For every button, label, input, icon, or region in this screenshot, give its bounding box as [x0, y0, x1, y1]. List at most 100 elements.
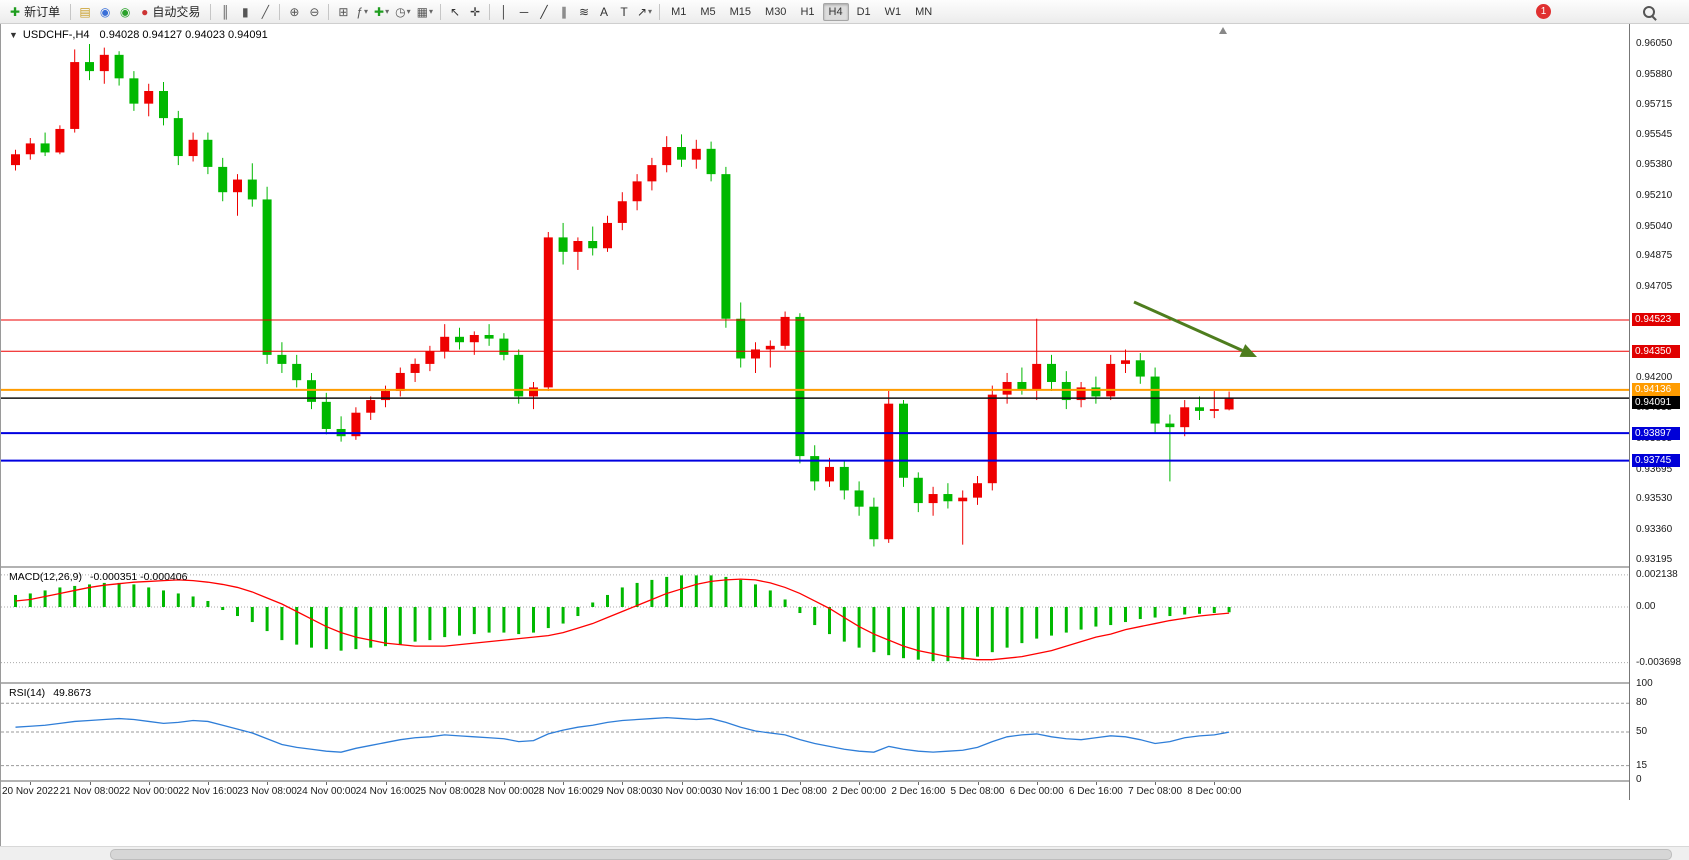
timeframe-button-m30[interactable]: M30	[765, 5, 787, 18]
cursor-icon[interactable]: ↖	[449, 4, 461, 19]
price-badge: 0.94136	[1632, 383, 1680, 397]
symbol-period-label: USDCHF-,H4	[22, 29, 90, 41]
rsi-axis-label: 0	[1636, 774, 1642, 785]
signals-icon[interactable]: ◉	[119, 4, 131, 19]
time-axis-tick	[859, 782, 861, 785]
timeframe-button-mn[interactable]: MN	[915, 5, 933, 18]
text-icon[interactable]: A	[599, 4, 608, 19]
time-axis-tick	[1095, 782, 1097, 785]
arrow-object[interactable]	[1133, 300, 1257, 357]
time-axis-label: 30 Nov 16:00	[710, 786, 771, 797]
bar-chart-icon[interactable]: ║	[221, 4, 230, 19]
new-order-button[interactable]: ✚ 新订单	[4, 1, 66, 23]
zoom-out-icon[interactable]: ⊖	[309, 4, 320, 19]
time-axis-label: 20 Nov 2022	[1, 786, 59, 797]
crosshair-icon[interactable]: ✛	[469, 4, 481, 19]
notification-badge[interactable]: 1	[1536, 4, 1551, 19]
horizontal-line-icon[interactable]: ─	[519, 4, 529, 19]
price-axis-label: 0.95880	[1636, 68, 1673, 80]
timeframe-button-h4[interactable]: H4	[822, 2, 849, 21]
rsi-axis-label: 50	[1636, 726, 1648, 737]
time-axis-tick	[1155, 782, 1157, 785]
new-order-icon: ✚	[10, 4, 21, 19]
channel-icon[interactable]: ∥	[560, 4, 567, 19]
price-axis-label: 0.94705	[1636, 281, 1673, 293]
chevron-down-icon[interactable]: ▾	[428, 7, 433, 16]
search-icon[interactable]	[1643, 5, 1655, 18]
trendline-icon[interactable]: ╱	[540, 4, 548, 19]
vertical-line-icon[interactable]: │	[500, 4, 508, 19]
chevron-down-icon[interactable]: ▾	[406, 7, 411, 16]
price-axis-label: 0.93530	[1636, 493, 1673, 505]
price-chart-panel: ▼ USDCHF-,H4 0.94028 0.94127 0.94023 0.940…	[1, 24, 1629, 566]
rsi-axis-label: 100	[1636, 678, 1653, 689]
scrollbar-thumb[interactable]	[110, 849, 1672, 860]
chevron-down-icon[interactable]: ▾	[648, 7, 653, 16]
time-axis-tick	[799, 782, 801, 785]
price-axis-label: 0.95545	[1636, 129, 1673, 141]
horizontal-scrollbar[interactable]	[0, 846, 1689, 860]
macd-axis-label: -0.003698	[1636, 656, 1682, 668]
time-axis-label: 7 Dec 08:00	[1128, 786, 1183, 797]
rsi-value: 49.8673	[53, 687, 92, 699]
time-axis-label: 6 Dec 00:00	[1009, 786, 1064, 797]
time-axis-tick	[326, 782, 328, 785]
chart-title: ▼ USDCHF-,H4 0.94028 0.94127 0.94023 0.940…	[9, 29, 268, 41]
time-axis-tick	[89, 782, 91, 785]
toolbar: ✚ 新订单 ▤ ◉ ◉ ● 自动交易 ║ ▮ ╱ ⊕ ⊖ ⊞ ƒ ▾ ✚ ▾ ◷ ▾ ▦ ▾ ↖ ✛ │ ─ ╱ ∥ ≋ A T ↗ ▾ M1 M…	[0, 0, 1689, 24]
community-icon[interactable]: ◉	[99, 4, 111, 19]
templates-icon[interactable]: ▦ ▾	[416, 4, 433, 19]
time-axis-label: 24 Nov 16:00	[355, 786, 416, 797]
price-axis-label: 0.96050	[1636, 38, 1673, 49]
arrows-icon[interactable]: ↗ ▾	[636, 4, 653, 19]
rsi-panel: RSI(14) 49.8673	[1, 684, 1629, 780]
indicators-icon[interactable]: ƒ ▾	[356, 4, 369, 19]
price-axis[interactable]: 0.96050 0.95880 0.95715 0.95545 0.95380 0.952…	[1629, 24, 1689, 800]
candlestick-chart-icon[interactable]: ▮	[242, 4, 249, 19]
timeframe-button-h1[interactable]: H1	[800, 5, 815, 18]
zoom-in-icon[interactable]: ⊕	[289, 4, 300, 19]
time-axis[interactable]: 20 Nov 2022 21 Nov 08:00 22 Nov 00:00 22 No…	[1, 782, 1629, 802]
rsi-chart-svg	[1, 702, 1629, 767]
autotrade-icon: ●	[141, 4, 149, 19]
time-axis-label: 30 Nov 00:00	[651, 786, 712, 797]
macd-label: MACD(12,26,9) -0.000351 -0.000406	[9, 571, 187, 583]
tile-windows-icon[interactable]: ⊞	[338, 4, 349, 19]
toolbar-separator	[488, 3, 490, 20]
price-axis-label: 0.94200	[1636, 372, 1673, 384]
time-axis-label: 8 Dec 00:00	[1187, 786, 1242, 797]
timeframe-button-d1[interactable]: D1	[856, 5, 871, 18]
autotrade-button[interactable]: ● 自动交易	[135, 1, 206, 23]
toolbar-separator	[210, 3, 212, 20]
price-axis-label: 0.95715	[1636, 98, 1673, 110]
time-axis-label: 22 Nov 16:00	[178, 786, 238, 797]
time-axis-tick	[503, 782, 505, 785]
chevron-down-icon[interactable]: ▾	[385, 7, 390, 16]
quick-trade-arrow-icon[interactable]: ▼	[9, 30, 18, 40]
line-chart-icon[interactable]: ╱	[261, 4, 269, 19]
chevron-down-icon[interactable]: ▾	[364, 7, 369, 16]
time-axis-label: 21 Nov 08:00	[59, 786, 120, 797]
price-axis-label: 0.94875	[1636, 250, 1673, 262]
autotrade-button-label: 自动交易	[152, 5, 201, 19]
fibonacci-icon[interactable]: ≋	[578, 4, 590, 19]
candles-series	[11, 44, 1234, 547]
time-axis-tick	[207, 782, 209, 785]
price-badge: 0.94091	[1632, 396, 1680, 410]
timeframe-button-m15[interactable]: M15	[729, 5, 752, 18]
timeframe-button-w1[interactable]: W1	[884, 5, 902, 18]
wallet-icon[interactable]: ▤	[79, 4, 91, 19]
periods-icon[interactable]: ◷ ▾	[395, 4, 411, 19]
toolbar-separator	[328, 3, 330, 20]
panel-separator[interactable]	[1, 566, 1689, 568]
chart-shift-marker[interactable]	[1219, 27, 1227, 34]
timeframe-button-m5[interactable]: M5	[700, 5, 716, 18]
text-label-icon[interactable]: T	[620, 4, 628, 19]
macd-panel: MACD(12,26,9) -0.000351 -0.000406	[1, 568, 1629, 682]
timeframe-button-m1[interactable]: M1	[671, 5, 687, 18]
price-axis-label: 0.93360	[1636, 524, 1673, 536]
new-chart-icon[interactable]: ✚ ▾	[374, 4, 390, 19]
panel-separator[interactable]	[1, 682, 1689, 684]
time-axis-tick	[1214, 782, 1216, 785]
panel-separator[interactable]	[1, 780, 1689, 782]
